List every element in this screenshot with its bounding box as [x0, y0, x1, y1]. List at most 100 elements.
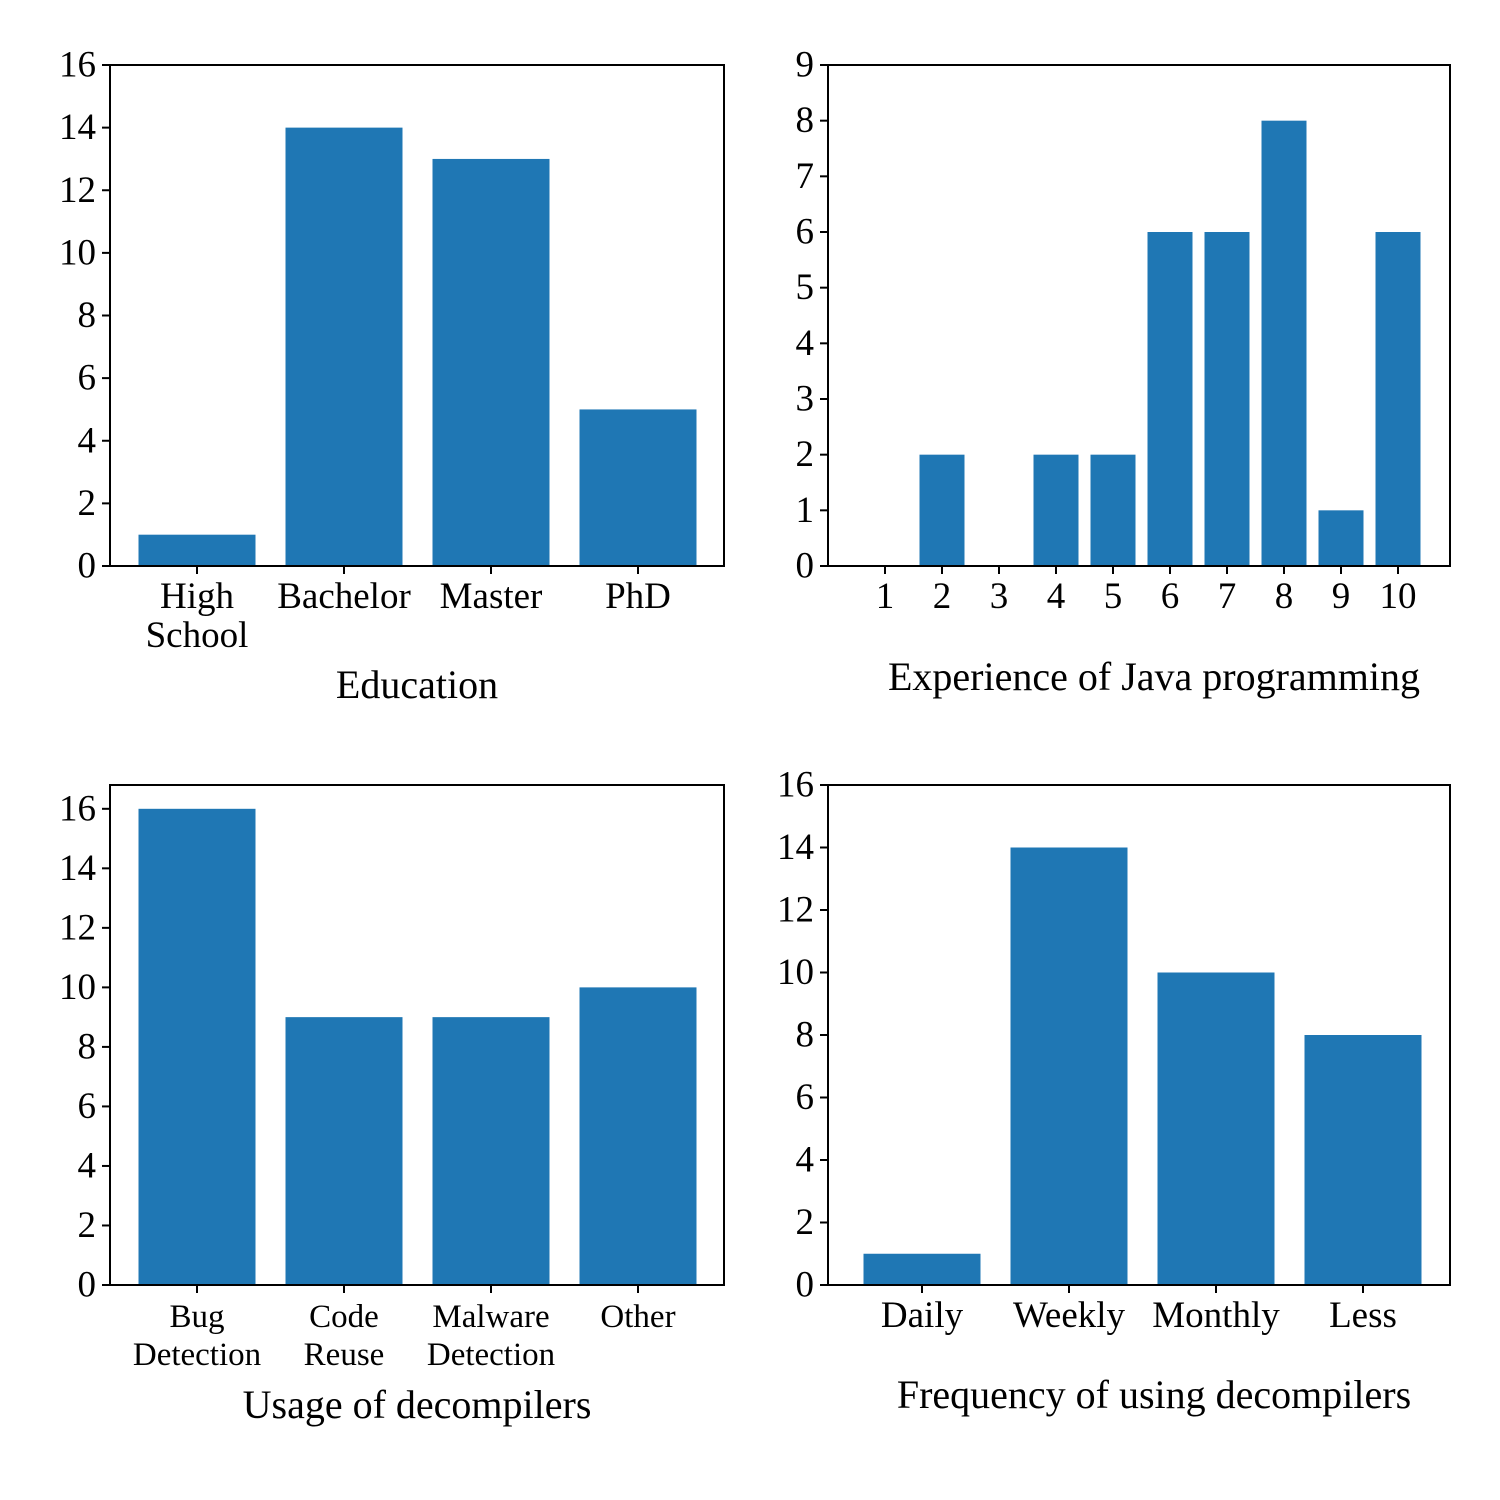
bar	[579, 987, 697, 1285]
x-tick-label: Weekly	[1013, 1295, 1126, 1336]
x-tick-label: Monthly	[1152, 1295, 1280, 1336]
x-tick-label-line: PhD	[605, 576, 671, 617]
x-tick-label-line: Less	[1329, 1295, 1397, 1336]
x-tick-label: 9	[1332, 576, 1351, 617]
x-axis-title: Experience of Java programming	[888, 654, 1420, 699]
bar	[579, 409, 697, 566]
x-tick-label: High School	[146, 576, 249, 656]
y-tick-label: 8	[796, 100, 815, 141]
bar	[432, 158, 550, 566]
x-tick-label-line: 9	[1332, 576, 1351, 617]
y-tick-label: 10	[777, 952, 814, 993]
bar	[1375, 232, 1421, 566]
bar	[919, 454, 965, 566]
x-tick-label-line: 5	[1104, 576, 1123, 617]
x-tick-label: 10	[1380, 576, 1417, 617]
y-tick-label: 0	[796, 546, 815, 587]
x-tick-label: Less	[1329, 1295, 1397, 1336]
y-tick-label: 12	[777, 890, 814, 931]
x-tick-label-line: Detection	[427, 1337, 555, 1373]
y-tick-label: 8	[78, 1026, 97, 1067]
bar	[1010, 847, 1128, 1285]
bar	[432, 1017, 550, 1285]
x-tick-label-line: Weekly	[1013, 1295, 1126, 1336]
subplot-decompiler-frequency: 0 2 4 6 8 10 12 14 16 Daily Weekly Monthly Less Frequ…	[777, 765, 1451, 1417]
x-axis-title: Education	[336, 662, 498, 707]
y-tick-label: 2	[796, 1202, 815, 1243]
x-tick-label-line: 2	[933, 576, 952, 617]
y-tick-label: 10	[59, 967, 96, 1008]
bar	[1147, 232, 1193, 566]
bar	[1304, 1035, 1422, 1285]
y-tick-label: 5	[796, 267, 815, 308]
y-tick-label: 12	[59, 907, 96, 948]
y-tick-label: 8	[78, 295, 97, 336]
y-tick-label: 6	[796, 1077, 815, 1118]
x-tick-label-line: 8	[1275, 576, 1294, 617]
bar	[138, 808, 256, 1285]
x-tick-label: 5	[1104, 576, 1123, 617]
y-tick-label: 12	[59, 170, 96, 211]
y-tick-label: 9	[796, 45, 815, 86]
x-tick-label-line: Bug	[169, 1299, 224, 1335]
y-tick-label: 8	[796, 1015, 815, 1056]
y-tick-label: 16	[777, 765, 814, 806]
y-tick-label: 4	[78, 1145, 97, 1186]
y-tick-label: 4	[796, 1140, 815, 1181]
axes-frame	[109, 784, 725, 1286]
y-tick-label: 16	[59, 788, 96, 829]
y-tick-label: 14	[777, 827, 814, 868]
y-tick-label: 3	[796, 379, 815, 420]
x-tick-label-line: Code	[309, 1299, 379, 1335]
x-tick-label: 4	[1047, 576, 1066, 617]
bar	[1204, 232, 1250, 566]
x-tick-label: 1	[876, 576, 895, 617]
x-tick-label-line: Detection	[133, 1337, 261, 1373]
x-tick-label-line: Bachelor	[277, 576, 411, 617]
y-tick-label: 2	[796, 434, 815, 475]
x-tick-label: Other	[600, 1299, 675, 1335]
x-tick-label-line: Reuse	[304, 1337, 385, 1373]
y-tick-label: 10	[59, 232, 96, 273]
x-tick-label-line: 10	[1380, 576, 1417, 617]
x-axis-title: Frequency of using decompilers	[897, 1372, 1411, 1417]
x-tick-label: PhD	[605, 576, 671, 617]
x-tick-label: Master	[440, 576, 543, 617]
y-tick-label: 14	[59, 107, 96, 148]
x-tick-label-line: Monthly	[1152, 1295, 1280, 1336]
bar	[285, 127, 403, 566]
x-tick-label-line: Other	[600, 1299, 675, 1335]
x-tick-label-line: 3	[990, 576, 1009, 617]
axes-frame	[827, 64, 1451, 567]
y-tick-label: 6	[78, 358, 97, 399]
x-tick-label-line: Daily	[881, 1295, 964, 1336]
y-tick-label: 4	[78, 420, 97, 461]
x-tick-label: 8	[1275, 576, 1294, 617]
y-tick-label: 1	[796, 490, 815, 531]
y-tick-label: 2	[78, 1205, 97, 1246]
y-tick-label: 2	[78, 483, 97, 524]
y-tick-label: 0	[796, 1265, 815, 1306]
y-tick-label: 16	[59, 45, 96, 86]
y-tick-label: 6	[796, 212, 815, 253]
bar	[138, 534, 256, 566]
x-tick-label: 7	[1218, 576, 1237, 617]
x-tick-label-line: School	[146, 615, 249, 656]
x-tick-label-line: 6	[1161, 576, 1180, 617]
x-tick-label: Daily	[881, 1295, 964, 1336]
x-tick-label: 2	[933, 576, 952, 617]
y-tick-label: 0	[78, 546, 97, 587]
x-tick-label: Malware Detection	[427, 1299, 555, 1373]
bar	[1033, 454, 1079, 566]
bar	[1318, 510, 1364, 566]
x-tick-label-line: 1	[876, 576, 895, 617]
bar	[1090, 454, 1136, 566]
x-tick-label-line: 4	[1047, 576, 1066, 617]
x-tick-label-line: High	[160, 576, 235, 617]
x-tick-label: Code Reuse	[304, 1299, 385, 1373]
x-tick-label: Bug Detection	[133, 1299, 261, 1373]
x-tick-label-line: 7	[1218, 576, 1237, 617]
